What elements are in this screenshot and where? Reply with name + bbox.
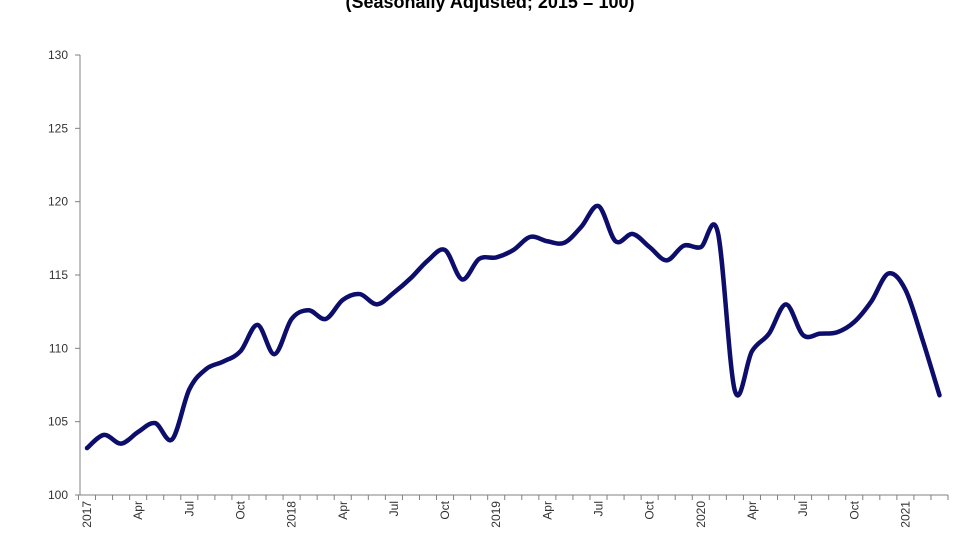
x-axis: 2017 Apr Jul Oct 2018 Apr Jul Oct 2019 Apr Jul Oct 2…: [77, 494, 949, 528]
x-tick-label: 2021: [898, 501, 912, 528]
series-line: [84, 203, 942, 451]
x-tick-label: 2017: [80, 501, 94, 528]
x-tick-label: Oct: [233, 500, 247, 519]
x-tick-label: Jul: [796, 501, 810, 516]
x-tick-label: 2018: [285, 501, 299, 528]
x-tick-label: Apr: [131, 501, 145, 520]
x-tick-label: Jul: [592, 501, 606, 516]
y-tick-label: 120: [48, 195, 68, 209]
series-group: [84, 203, 942, 451]
x-tick-label: 2019: [489, 501, 503, 528]
x-tick-label: Oct: [847, 500, 861, 519]
x-tick-label: Oct: [438, 500, 452, 519]
chart-title: (Seasonally Adjusted; 2015 = 100): [345, 0, 635, 12]
x-tick-label: Jul: [182, 501, 196, 516]
y-tick-label: 105: [48, 415, 68, 429]
y-tick-label: 100: [48, 488, 68, 502]
x-tick-label: Apr: [336, 501, 350, 520]
y-tick-label: 115: [49, 268, 68, 282]
x-tick-label: Oct: [643, 500, 657, 519]
y-axis: 100 105 110 115 120 125 130: [48, 48, 81, 502]
y-tick-label: 110: [49, 341, 68, 355]
x-tick-label: Apr: [745, 501, 759, 520]
y-tick-label: 130: [48, 48, 68, 62]
x-tick-label: Jul: [387, 501, 401, 516]
x-tick-label: Apr: [540, 501, 554, 520]
x-tick-label: 2020: [694, 501, 708, 528]
y-tick-label: 125: [48, 121, 68, 135]
